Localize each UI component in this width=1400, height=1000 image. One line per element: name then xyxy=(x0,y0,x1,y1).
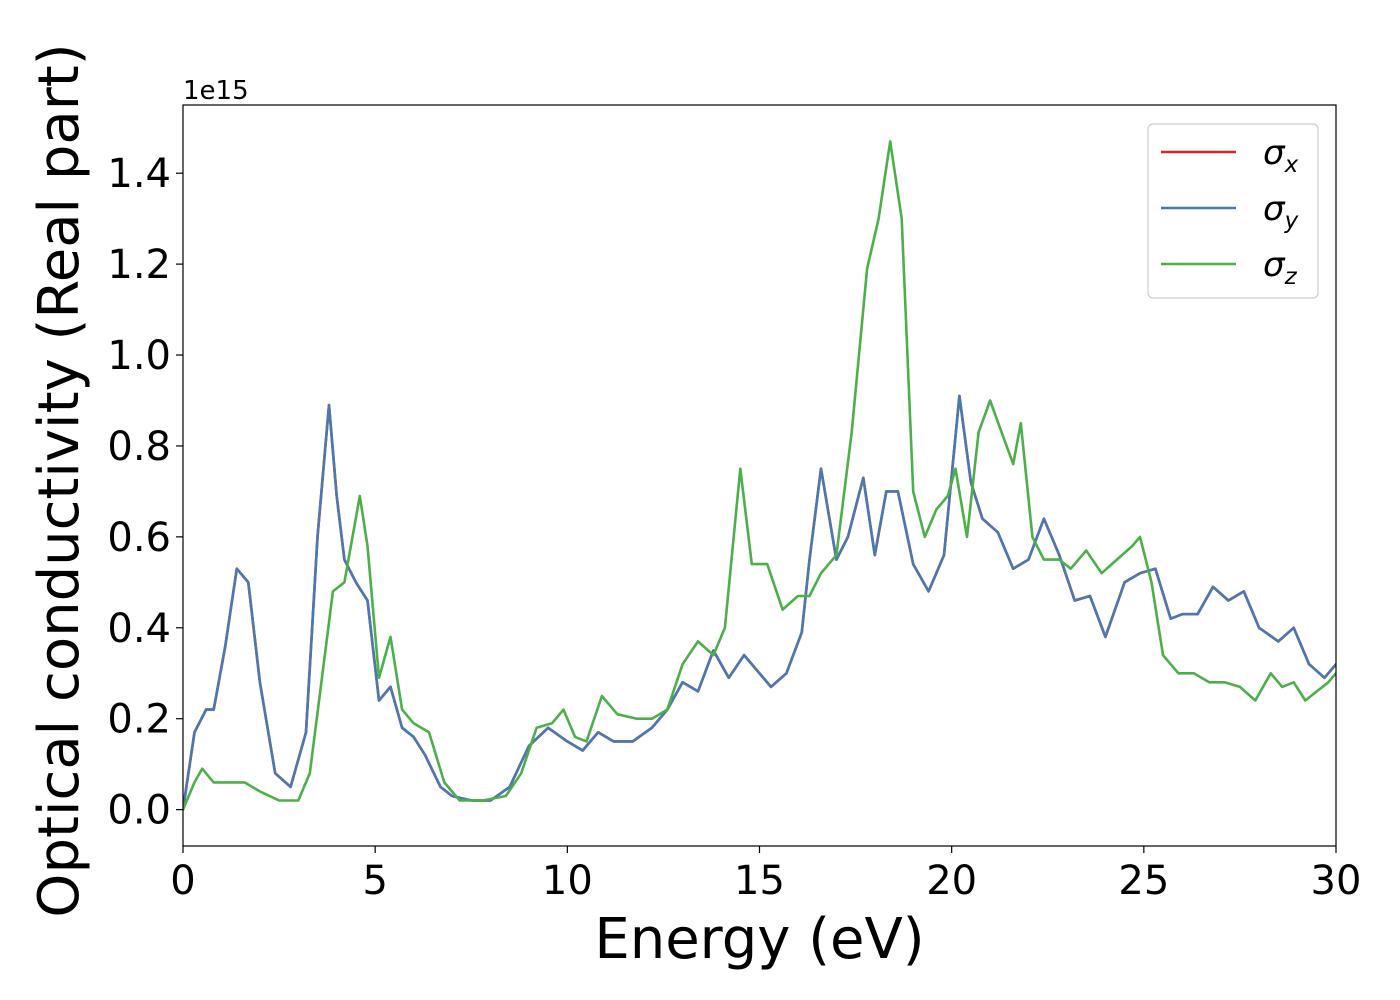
y-tick-label: 0.0 xyxy=(107,788,171,834)
legend-label-sigma-z: σz xyxy=(1263,245,1298,290)
y-axis-label: Optical conductivity (Real part) xyxy=(27,43,92,917)
legend-label-symbol: σ xyxy=(1263,245,1286,285)
x-tick-label: 15 xyxy=(734,858,785,904)
plot-area xyxy=(183,140,1336,811)
y-tick-label: 0.8 xyxy=(107,424,171,470)
y-tick-label: 1.0 xyxy=(107,333,171,379)
y-tick-label: 1.2 xyxy=(107,242,171,288)
x-tick-label: 30 xyxy=(1311,858,1362,904)
x-tick-label: 20 xyxy=(926,858,977,904)
series-line-sigma-z xyxy=(183,140,1336,811)
y-axis-offset-text: 1e15 xyxy=(183,76,249,106)
y-tick-label: 1.4 xyxy=(107,151,171,197)
legend-label-symbol: σ xyxy=(1263,133,1286,173)
legend-label-subscript: x xyxy=(1284,152,1299,178)
series-line-sigma-y xyxy=(183,394,1336,811)
legend-box xyxy=(1147,123,1319,299)
x-tick-label: 5 xyxy=(362,858,387,904)
legend-label-sigma-x: σx xyxy=(1263,133,1299,178)
legend-label-subscript: z xyxy=(1284,264,1298,290)
x-tick-label: 25 xyxy=(1118,858,1169,904)
y-tick-label: 0.6 xyxy=(107,515,171,561)
legend-label-symbol: σ xyxy=(1263,189,1286,229)
x-tick-label: 10 xyxy=(542,858,593,904)
x-axis-ticks: 0 5 10 15 20 25 30 xyxy=(170,846,1361,904)
legend-label-subscript: y xyxy=(1284,208,1299,234)
y-tick-label: 0.2 xyxy=(107,697,171,743)
y-axis-ticks: 0.0 0.2 0.4 0.6 0.8 1.0 1.2 1.4 xyxy=(107,151,183,834)
y-tick-label: 0.4 xyxy=(107,606,171,652)
x-tick-label: 0 xyxy=(170,858,195,904)
x-axis-label: Energy (eV) xyxy=(594,907,924,972)
legend-label-sigma-y: σy xyxy=(1263,189,1299,234)
